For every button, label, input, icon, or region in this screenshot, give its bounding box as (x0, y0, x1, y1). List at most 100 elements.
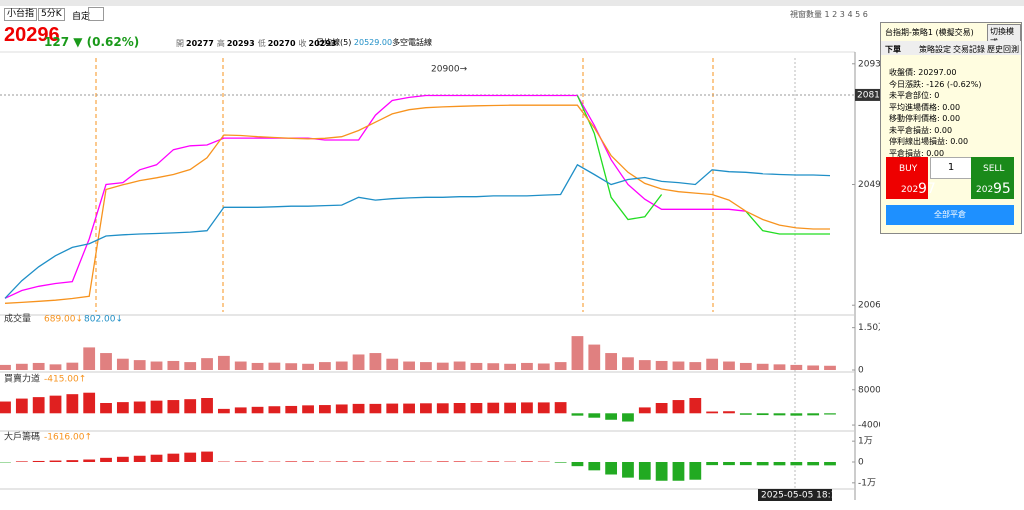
bar (470, 403, 483, 414)
sell-label: SELL (983, 164, 1005, 174)
bar (521, 461, 533, 462)
current-price-box (855, 88, 880, 101)
bar (234, 461, 247, 462)
bar (352, 354, 365, 370)
bar (588, 344, 601, 370)
bar (537, 402, 550, 414)
bar (369, 353, 382, 370)
bar (302, 405, 314, 414)
close-all[interactable]: 全部平倉 (886, 205, 1014, 225)
bar (116, 456, 129, 462)
bar (100, 403, 112, 414)
bar (453, 461, 466, 462)
bar (706, 411, 719, 414)
bar (184, 452, 197, 462)
bar (689, 362, 702, 370)
tab[interactable]: 歷史回測 (987, 45, 1019, 54)
bar (83, 347, 96, 370)
bar (807, 462, 820, 466)
bar (638, 360, 651, 370)
bar (352, 403, 365, 414)
bar (453, 361, 466, 370)
bar (217, 408, 230, 414)
buy-button[interactable]: BUY 202 97 (886, 157, 936, 199)
window-count[interactable]: 視窗數量 1 2 3 4 5 6 (790, 10, 868, 19)
sell-price-head: 202 (976, 185, 994, 195)
bar (554, 362, 567, 370)
bar (32, 362, 45, 370)
annotation: 20900→ (431, 65, 468, 75)
bar (268, 406, 281, 414)
sell-button[interactable]: SELL 202 95 (971, 157, 1014, 199)
bar (369, 403, 382, 414)
bar (201, 358, 213, 370)
bar (588, 413, 601, 418)
bar (739, 362, 752, 370)
bar (201, 451, 213, 462)
symbol-select[interactable]: 小台指 (4, 8, 38, 21)
bar (824, 413, 836, 415)
y-tick-label: 1万 (858, 437, 873, 447)
bar (0, 401, 11, 414)
custom-input[interactable] (88, 7, 104, 21)
buy-price-head: 202 (901, 185, 919, 195)
bar (605, 353, 618, 370)
bar (32, 397, 45, 414)
bar (689, 462, 702, 480)
bar (100, 353, 112, 370)
session-dividers (95, 58, 714, 312)
info-line: 移動停利價格: 0.00 (889, 114, 961, 123)
ohlc-value: 20277 (186, 39, 214, 48)
bar (436, 403, 449, 414)
tab[interactable]: 下單 (885, 45, 901, 54)
bar (571, 336, 584, 370)
bar (49, 460, 62, 462)
bar (807, 365, 820, 370)
bar (504, 402, 516, 414)
bar (403, 403, 415, 414)
panel-legend: -1616.00↑ (44, 433, 92, 443)
bar (150, 454, 163, 462)
panel-borders (0, 314, 855, 490)
bar (133, 455, 146, 462)
price-line (4, 163, 831, 299)
qty-input[interactable]: 1 (930, 157, 972, 179)
sell-price-tail: 95 (993, 181, 1011, 197)
ohlc-value: 20293 (226, 39, 255, 48)
bar (638, 462, 651, 480)
ohlc-value: 20293 (308, 39, 337, 48)
bar (773, 413, 786, 416)
bar (0, 364, 11, 370)
price-line (4, 94, 746, 299)
interval-select[interactable]: 5分K (38, 8, 65, 21)
bar (285, 405, 298, 414)
ohlc-label: 開 (176, 39, 184, 48)
tab[interactable]: 策略設定 (919, 45, 951, 54)
bar (504, 363, 516, 370)
bar (167, 453, 180, 462)
bar (588, 462, 601, 471)
bar (672, 462, 685, 481)
ma-label: 日均線(5) (316, 38, 352, 47)
bar (689, 398, 702, 414)
bar (739, 462, 752, 466)
y-tick-label: -1万 (858, 478, 876, 488)
bar (706, 358, 719, 370)
bar (32, 460, 45, 462)
bar (302, 461, 314, 462)
tabs: 下單 策略設定 交易記錄 歷史回測 (881, 41, 1021, 55)
bar (251, 406, 264, 414)
bar (487, 363, 500, 370)
bar (756, 363, 769, 370)
bar (285, 461, 298, 462)
ohlc: 開 20277 高 20293 低 20270 收 20293 (173, 38, 336, 49)
info-line: 平均進場價格: 0.00 (889, 102, 961, 112)
y-tick-label: 0 (858, 366, 864, 376)
tab[interactable]: 交易記錄 (953, 45, 985, 54)
ohlc-value: 20270 (267, 39, 296, 48)
buy-price-tail: 97 (918, 181, 936, 197)
bar (790, 462, 803, 466)
